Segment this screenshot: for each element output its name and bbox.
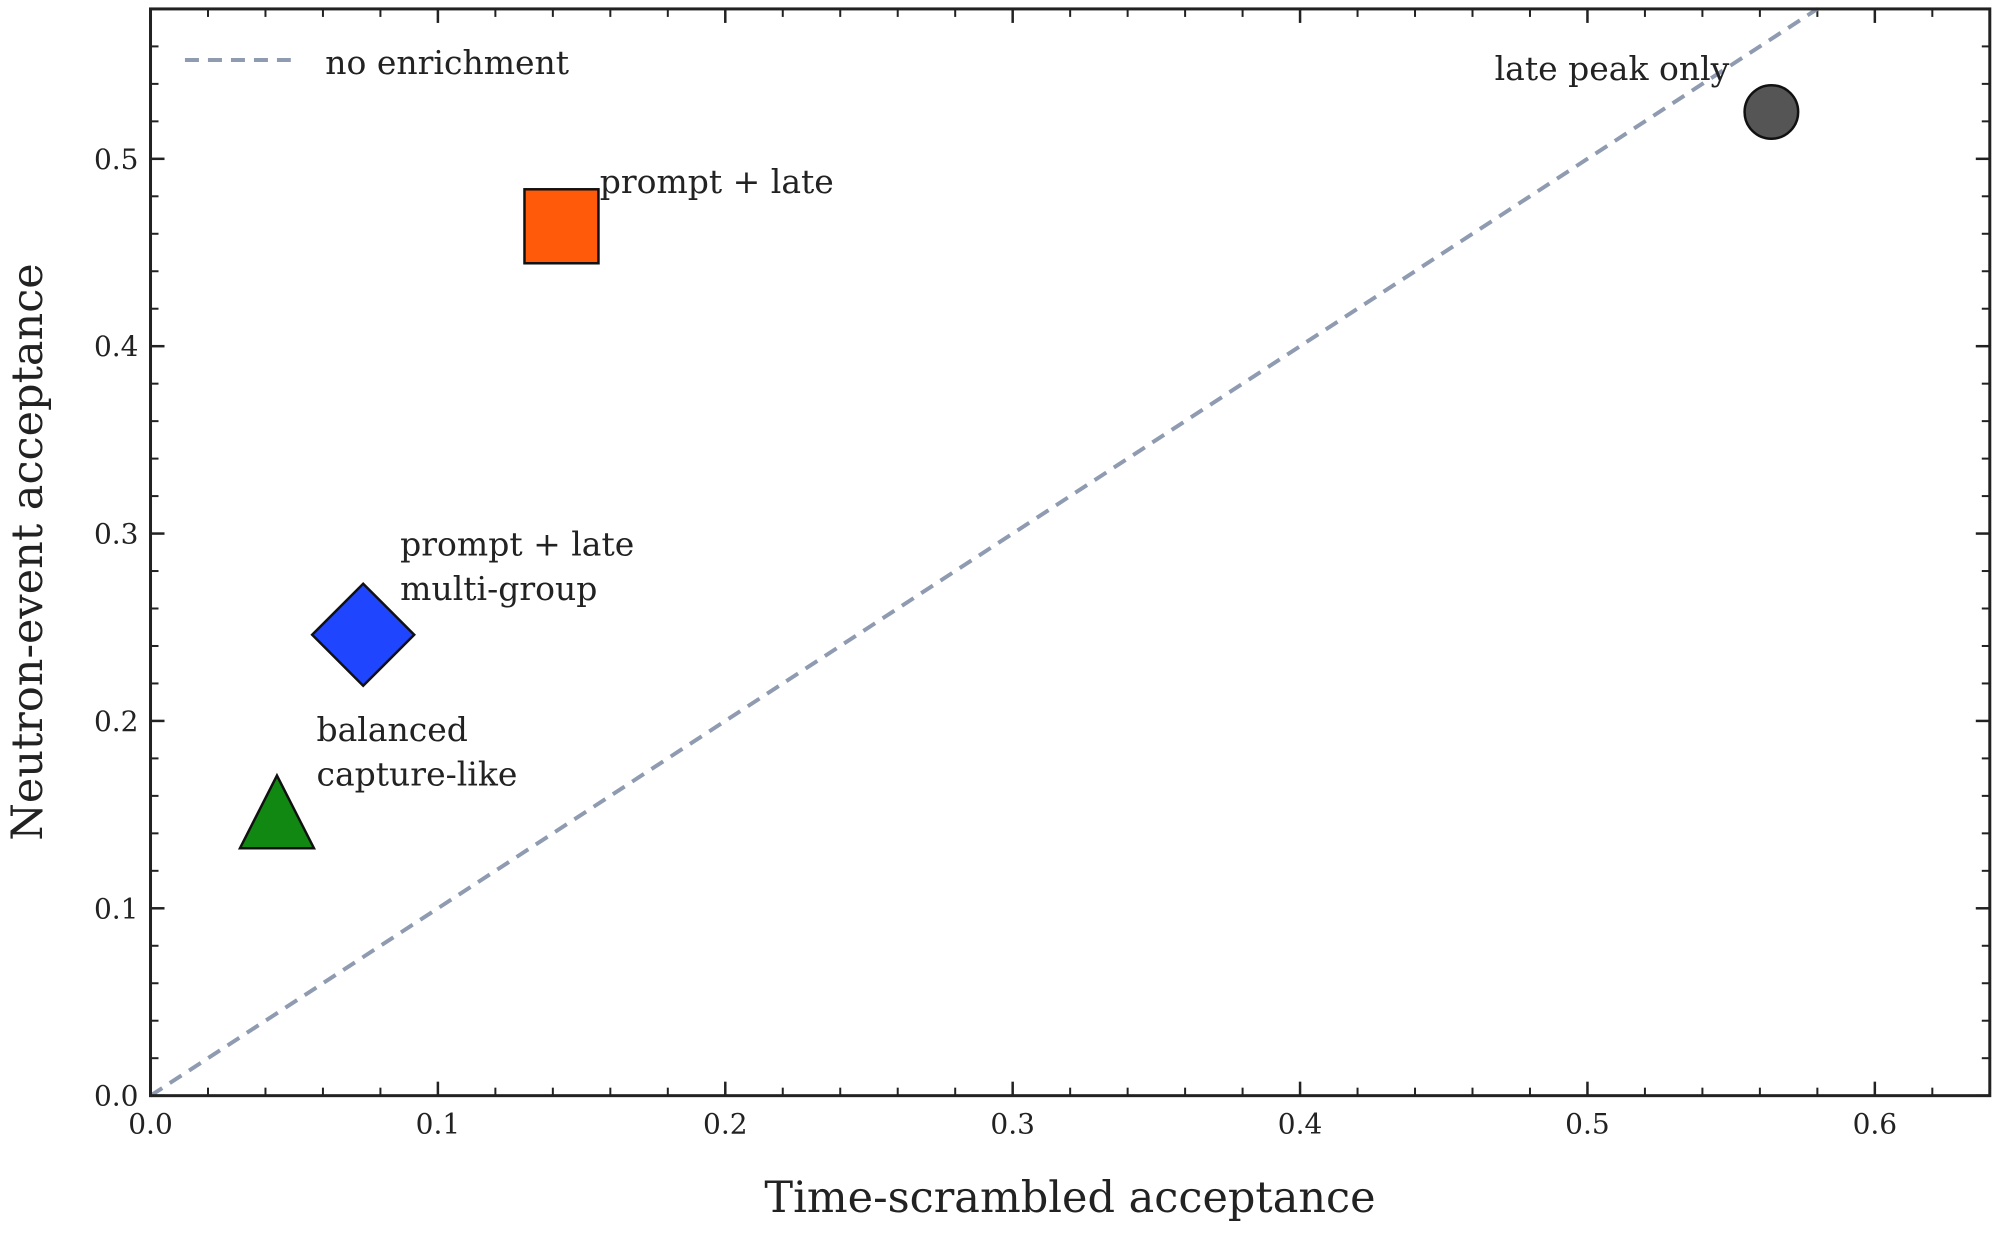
point-label: balanced <box>317 710 468 749</box>
y-tick-label: 0.3 <box>94 518 139 551</box>
y-tick-label: 0.0 <box>94 1080 139 1113</box>
point-label: prompt + late <box>400 524 634 563</box>
point-label: late peak only <box>1495 49 1730 88</box>
y-tick-label: 0.4 <box>94 330 139 363</box>
point <box>237 772 316 850</box>
point-label: multi-group <box>400 569 597 608</box>
y-axis-label: Neutron-event acceptance <box>3 263 53 840</box>
x-tick-label: 0.2 <box>703 1108 748 1141</box>
x-tick-label: 0.4 <box>1278 1108 1323 1141</box>
x-tick-label: 0.1 <box>416 1108 461 1141</box>
point-label: prompt + late <box>600 162 834 201</box>
legend-label: no enrichment <box>325 43 569 82</box>
point <box>1743 83 1800 141</box>
x-tick-label: 0.6 <box>1853 1108 1898 1141</box>
plot-frame <box>149 7 1992 1098</box>
x-tick-label: 0.3 <box>990 1108 1035 1141</box>
point-label: capture-like <box>317 755 518 794</box>
x-tick-label: 0.0 <box>128 1108 173 1141</box>
y-tick-label: 0.1 <box>94 892 139 925</box>
x-tick-label: 0.5 <box>1565 1108 1610 1141</box>
x-axis-label: Time-scrambled acceptance <box>764 1173 1375 1223</box>
y-tick-label: 0.5 <box>94 143 139 176</box>
reference-line <box>149 7 1819 1098</box>
point <box>310 581 416 688</box>
point <box>523 188 600 265</box>
y-tick-label: 0.2 <box>94 705 139 738</box>
